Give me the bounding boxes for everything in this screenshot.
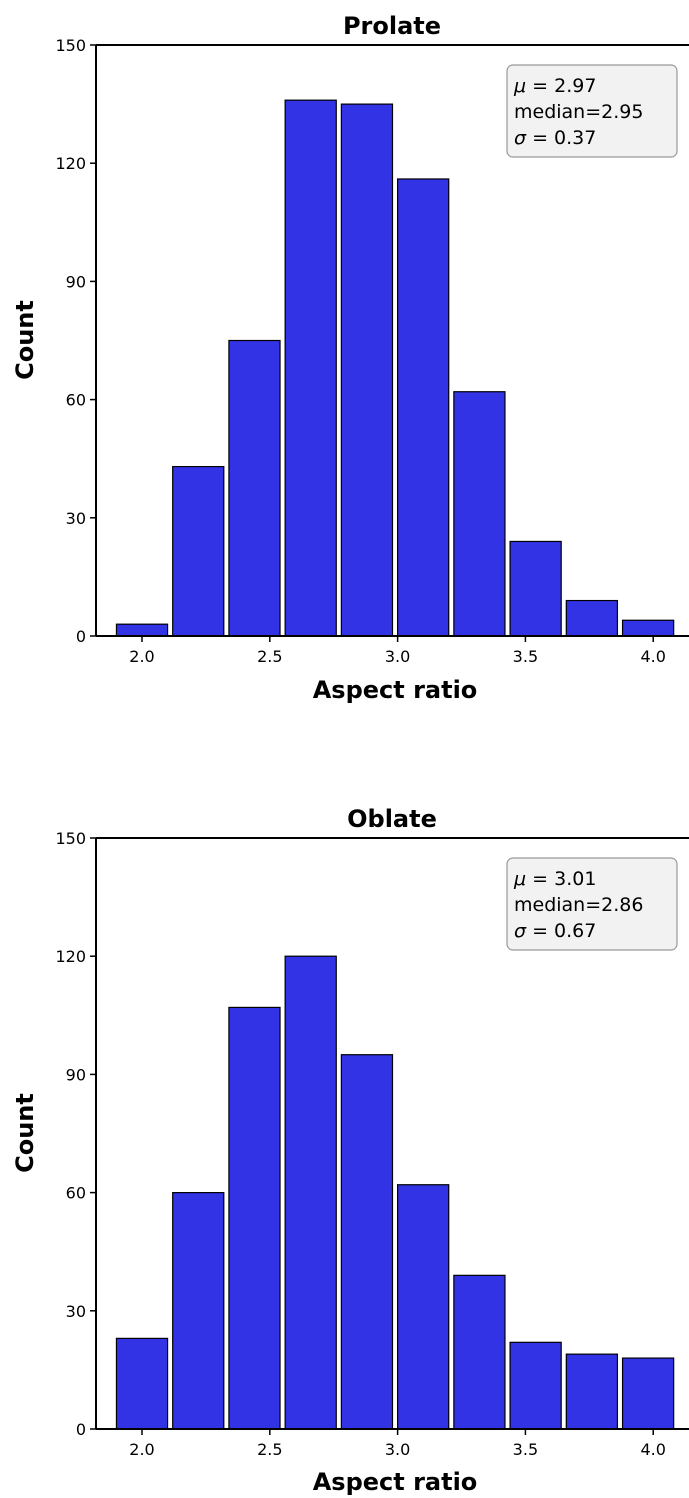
prolate-x-tick-label-4: 4.0 bbox=[640, 647, 665, 666]
prolate-bar-7 bbox=[509, 540, 562, 637]
oblate-y-tick-label-1: 30 bbox=[66, 1302, 86, 1321]
prolate-y-tick-label-3: 90 bbox=[66, 272, 86, 291]
oblate-bar-7 bbox=[509, 1341, 562, 1430]
oblate-bar-8 bbox=[565, 1353, 619, 1430]
oblate-bar-3 bbox=[284, 955, 337, 1430]
oblate-title: Oblate bbox=[347, 805, 437, 833]
prolate-bars bbox=[115, 99, 675, 637]
oblate-x-label: Aspect ratio bbox=[313, 1468, 478, 1496]
oblate-bar-4 bbox=[340, 1054, 394, 1430]
prolate-stats-box: μ = 2.97 median=2.95 σ = 0.37 bbox=[506, 64, 678, 158]
oblate-x-tick-label-0: 2.0 bbox=[129, 1440, 154, 1459]
prolate-y-tick-label-1: 30 bbox=[66, 509, 86, 528]
oblate-bar-9 bbox=[621, 1357, 675, 1430]
oblate-y-tick-label-0: 0 bbox=[76, 1420, 86, 1439]
prolate-title: Prolate bbox=[343, 12, 441, 40]
prolate-x-tick-label-0: 2.0 bbox=[129, 647, 154, 666]
oblate-x-tick-label-4: 4.0 bbox=[640, 1440, 665, 1459]
prolate-x-tick-label-3: 3.5 bbox=[513, 647, 538, 666]
prolate-panel: Prolate 0 30 60 90 120 150 2.0 2.5 3.0 3.5 4.0 Co… bbox=[11, 12, 689, 704]
prolate-bar-0 bbox=[115, 623, 169, 637]
oblate-stats-box: μ = 3.01 median=2.86 σ = 0.67 bbox=[506, 857, 678, 951]
oblate-y-label: Count bbox=[11, 1093, 39, 1173]
prolate-y-label: Count bbox=[11, 300, 39, 380]
prolate-stat-sigma: σ = 0.37 bbox=[514, 127, 596, 149]
prolate-y-tick-label-2: 60 bbox=[66, 391, 86, 410]
prolate-y-tick-label-5: 150 bbox=[55, 36, 86, 55]
oblate-panel: Oblate 0 30 60 90 120 150 2.0 2.5 3.0 3.5 4.0 Cou… bbox=[11, 805, 689, 1496]
oblate-stat-median: median=2.86 bbox=[514, 894, 643, 916]
oblate-bar-6 bbox=[453, 1274, 506, 1430]
prolate-x-tick-label-2: 3.0 bbox=[385, 647, 410, 666]
oblate-bar-1 bbox=[172, 1191, 225, 1430]
prolate-bar-9 bbox=[621, 619, 675, 637]
prolate-x-label: Aspect ratio bbox=[313, 676, 478, 704]
prolate-x-tick-label-1: 2.5 bbox=[257, 647, 282, 666]
prolate-bar-5 bbox=[397, 178, 450, 637]
prolate-bar-6 bbox=[453, 391, 506, 637]
oblate-x-tick-label-3: 3.5 bbox=[513, 1440, 538, 1459]
oblate-x-tick-label-1: 2.5 bbox=[257, 1440, 282, 1459]
prolate-stat-median: median=2.95 bbox=[514, 101, 643, 123]
prolate-x-ticks: 2.0 2.5 3.0 3.5 4.0 bbox=[129, 636, 666, 666]
oblate-bar-0 bbox=[115, 1337, 169, 1430]
oblate-bars bbox=[115, 955, 675, 1430]
oblate-y-tick-label-2: 60 bbox=[66, 1184, 86, 1203]
prolate-bar-2 bbox=[228, 339, 281, 637]
oblate-bar-5 bbox=[397, 1184, 450, 1430]
oblate-x-tick-label-2: 3.0 bbox=[385, 1440, 410, 1459]
prolate-y-tick-label-4: 120 bbox=[55, 154, 86, 173]
prolate-y-tick-label-0: 0 bbox=[76, 627, 86, 646]
oblate-y-tick-label-3: 90 bbox=[66, 1065, 86, 1084]
oblate-bar-2 bbox=[228, 1006, 281, 1430]
oblate-y-tick-label-4: 120 bbox=[55, 947, 86, 966]
oblate-x-ticks: 2.0 2.5 3.0 3.5 4.0 bbox=[129, 1429, 666, 1459]
prolate-bar-4 bbox=[340, 103, 394, 637]
oblate-y-ticks: 0 30 60 90 120 150 bbox=[55, 829, 96, 1439]
prolate-stat-mu: μ = 2.97 bbox=[513, 75, 596, 97]
prolate-bar-3 bbox=[284, 99, 337, 637]
oblate-y-tick-label-5: 150 bbox=[55, 829, 86, 848]
oblate-stat-sigma: σ = 0.67 bbox=[514, 920, 596, 942]
prolate-bar-1 bbox=[172, 465, 225, 637]
prolate-y-ticks: 0 30 60 90 120 150 bbox=[55, 36, 96, 646]
prolate-bar-8 bbox=[565, 599, 619, 637]
oblate-stat-mu: μ = 3.01 bbox=[513, 868, 596, 890]
